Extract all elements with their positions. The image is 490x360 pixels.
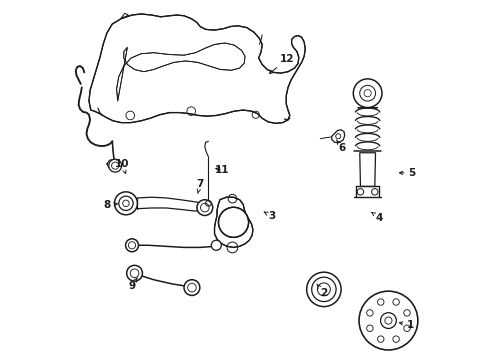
Text: 1: 1	[399, 320, 414, 330]
Circle shape	[404, 325, 410, 332]
Circle shape	[211, 240, 221, 250]
Text: 4: 4	[372, 212, 383, 222]
Circle shape	[109, 159, 122, 172]
Circle shape	[393, 336, 399, 342]
Circle shape	[115, 192, 137, 215]
Circle shape	[307, 272, 341, 307]
Circle shape	[125, 239, 139, 252]
Text: 7: 7	[196, 179, 204, 193]
Text: 11: 11	[215, 165, 229, 175]
Polygon shape	[89, 14, 305, 123]
Circle shape	[404, 310, 410, 316]
Text: 5: 5	[399, 168, 416, 178]
Polygon shape	[360, 153, 375, 186]
Circle shape	[367, 325, 373, 332]
Text: 12: 12	[270, 54, 294, 73]
Circle shape	[197, 200, 213, 216]
Circle shape	[184, 280, 200, 296]
Polygon shape	[117, 43, 245, 101]
Polygon shape	[215, 197, 253, 247]
Text: 3: 3	[264, 211, 275, 221]
Text: 8: 8	[103, 200, 118, 210]
Circle shape	[353, 79, 382, 108]
Circle shape	[377, 336, 384, 342]
Circle shape	[377, 299, 384, 305]
Circle shape	[126, 265, 143, 281]
Text: 2: 2	[317, 284, 327, 298]
Text: 6: 6	[337, 140, 345, 153]
Circle shape	[219, 207, 248, 237]
Circle shape	[393, 299, 399, 305]
Text: 10: 10	[115, 159, 130, 174]
Circle shape	[367, 310, 373, 316]
Text: 9: 9	[128, 278, 137, 291]
Circle shape	[359, 291, 418, 350]
Polygon shape	[332, 130, 344, 143]
